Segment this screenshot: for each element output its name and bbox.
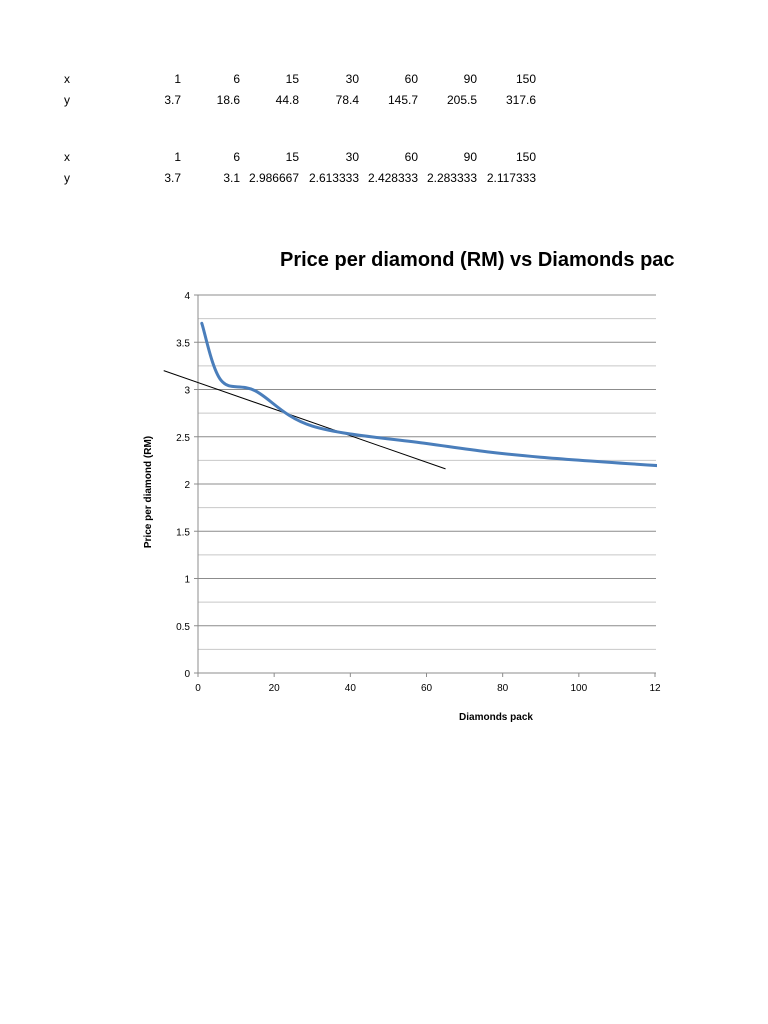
y-tick-label: 2 bbox=[184, 480, 190, 491]
x-tick-label: 80 bbox=[497, 683, 509, 694]
trendline bbox=[163, 370, 446, 470]
y-tick-label: 2.5 bbox=[176, 433, 190, 444]
x-tick-label: 12 bbox=[649, 683, 661, 694]
table-cell: 18.6 bbox=[216, 93, 240, 107]
row-label-y: y bbox=[64, 171, 70, 185]
y-tick-label: 4 bbox=[184, 291, 190, 302]
x-tick-labels: 0 20 40 60 80 100 12 bbox=[195, 683, 661, 694]
table-cell: 30 bbox=[345, 150, 359, 164]
table-cell: 44.8 bbox=[275, 93, 299, 107]
table-cell: 90 bbox=[463, 150, 477, 164]
table-cell: 2.428333 bbox=[367, 171, 418, 185]
row-label-y: y bbox=[64, 93, 70, 107]
table-cell: 1 bbox=[174, 150, 181, 164]
y-tick-label: 1.5 bbox=[176, 527, 190, 538]
table-cell: 3.7 bbox=[164, 171, 181, 185]
table-cell: 15 bbox=[285, 150, 299, 164]
x-tick-label: 0 bbox=[195, 683, 201, 694]
y-axis-label: Price per diamond (RM) bbox=[143, 436, 154, 548]
table-cell: 150 bbox=[515, 150, 536, 164]
y-tick-label: 1 bbox=[184, 575, 190, 586]
x-tick-label: 20 bbox=[269, 683, 281, 694]
table-cell: 6 bbox=[233, 150, 240, 164]
table-cell: 30 bbox=[345, 72, 359, 86]
y-tick-labels: 0 0.5 1 1.5 2 2.5 3 3.5 4 bbox=[176, 291, 190, 680]
axes bbox=[194, 294, 656, 677]
row-label-x: x bbox=[64, 150, 70, 164]
table-cell: 90 bbox=[463, 72, 477, 86]
table-cell: 60 bbox=[404, 72, 418, 86]
table-cell: 78.4 bbox=[335, 93, 359, 107]
y-tick-label: 3 bbox=[184, 386, 190, 397]
gridlines bbox=[198, 294, 656, 674]
y-tick-label: 0.5 bbox=[176, 622, 190, 633]
chart-title: Price per diamond (RM) vs Diamonds pac bbox=[280, 249, 675, 271]
table-cell: 2.613333 bbox=[308, 171, 359, 185]
table-cell: 145.7 bbox=[387, 93, 418, 107]
table-cell: 2.986667 bbox=[248, 171, 299, 185]
table-cell: 3.7 bbox=[164, 93, 181, 107]
table-cell: 3.1 bbox=[223, 171, 240, 185]
x-tick-label: 100 bbox=[570, 683, 587, 694]
table-cell: 6 bbox=[233, 72, 240, 86]
table-cell: 150 bbox=[515, 72, 536, 86]
table-cell: 60 bbox=[404, 150, 418, 164]
y-tick-label: 3.5 bbox=[176, 338, 190, 349]
table-cell: 2.117333 bbox=[486, 171, 536, 185]
row-label-x: x bbox=[64, 72, 70, 86]
table-cell: 2.283333 bbox=[426, 171, 477, 185]
x-axis-label: Diamonds pack bbox=[459, 712, 533, 723]
x-tick-label: 40 bbox=[345, 683, 357, 694]
table-cell: 15 bbox=[285, 72, 299, 86]
table-cell: 317.6 bbox=[505, 93, 536, 107]
table-cell: 205.5 bbox=[446, 93, 477, 107]
y-tick-label: 0 bbox=[184, 669, 190, 680]
table-cell: 1 bbox=[174, 72, 181, 86]
x-tick-label: 60 bbox=[421, 683, 433, 694]
series-layer bbox=[163, 321, 657, 470]
series-line bbox=[200, 321, 657, 468]
